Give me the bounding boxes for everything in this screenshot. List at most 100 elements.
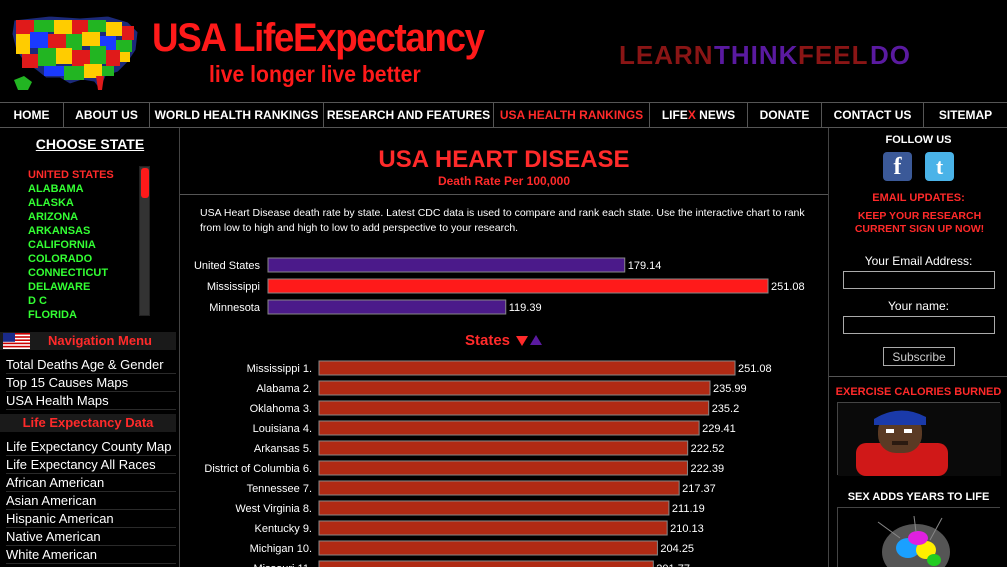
nav-contact-us[interactable]: CONTACT US	[822, 103, 924, 127]
rank-bar[interactable]	[318, 440, 689, 456]
nav-lifex-life: LIFE	[661, 108, 688, 122]
life-expectancy-list: Life Expectancy County Map Life Expectan…	[6, 438, 176, 564]
comparison-value: 119.39	[509, 302, 542, 314]
rank-value: 217.37	[682, 483, 716, 495]
rank-label: West Virginia 8.	[235, 503, 312, 515]
rank-value: 222.52	[691, 443, 725, 455]
motto-feel: FEEL	[798, 40, 869, 70]
site-title[interactable]: USA LifeExpectancy	[152, 16, 485, 60]
state-item[interactable]: UNITED STATES	[28, 169, 114, 181]
left-sidebar: CHOOSE STATE UNITED STATES ALABAMA ALASK…	[0, 128, 180, 567]
nav-lifex-news[interactable]: LIFEX NEWS	[650, 103, 748, 127]
rank-label: Alabama 2.	[256, 383, 312, 395]
title-divider	[180, 194, 828, 195]
scrollbar-thumb[interactable]	[141, 168, 149, 198]
rank-bar[interactable]	[318, 380, 711, 396]
rank-bar[interactable]	[318, 520, 668, 536]
menu-item[interactable]: Life Expectancy County Map	[6, 438, 176, 456]
twitter-icon[interactable]: t	[925, 152, 954, 181]
comparison-bar[interactable]	[267, 278, 769, 294]
menu-item[interactable]: African American	[6, 474, 176, 492]
rank-bar[interactable]	[318, 480, 680, 496]
nav-donate[interactable]: DONATE	[748, 103, 822, 127]
heart-disease-chart[interactable]: United States 179.14 Mississippi 251.08 Minn…	[180, 252, 828, 567]
motto-learn: LEARN	[619, 40, 714, 70]
follow-us-heading: FOLLOW US	[885, 134, 952, 146]
state-item[interactable]: FLORIDA	[28, 309, 77, 321]
rank-label: Oklahoma 3.	[250, 403, 312, 415]
nav-usa-health-rankings[interactable]: USA HEALTH RANKINGS	[494, 103, 650, 127]
nav-about-us[interactable]: ABOUT US	[64, 103, 150, 127]
state-item[interactable]: COLORADO	[28, 253, 93, 265]
name-input[interactable]	[843, 316, 995, 334]
rank-bar[interactable]	[318, 560, 654, 567]
nav-home[interactable]: HOME	[0, 103, 64, 127]
exercise-calories-heading: EXERCISE CALORIES BURNED	[835, 386, 1002, 398]
menu-item[interactable]: USA Health Maps	[6, 392, 176, 410]
header: USA LifeExpectancy live longer live bett…	[0, 0, 1007, 102]
nav-lifex-x: X	[687, 108, 696, 122]
rank-value: 204.25	[660, 543, 694, 555]
menu-item[interactable]: White American	[6, 546, 176, 564]
navigation-menu-heading: Navigation Menu	[0, 332, 176, 350]
nav-world-health-rankings[interactable]: WORLD HEALTH RANKINGS	[150, 103, 324, 127]
state-item[interactable]: ARIZONA	[28, 211, 79, 223]
subscribe-button[interactable]: Subscribe	[883, 347, 955, 366]
rank-value: 251.08	[738, 363, 772, 375]
menu-item[interactable]: Hispanic American	[6, 510, 176, 528]
us-flag-icon	[3, 333, 30, 349]
menu-item[interactable]: Top 15 Causes Maps	[6, 374, 176, 392]
menu-item[interactable]: Asian American	[6, 492, 176, 510]
state-list-scrollbar[interactable]	[139, 166, 150, 316]
rank-label: Louisiana 4.	[253, 423, 312, 435]
state-item[interactable]: CONNECTICUT	[28, 267, 109, 279]
rank-bar[interactable]	[318, 460, 688, 476]
rank-label: Missouri 11.	[254, 563, 312, 567]
sort-ascending-icon[interactable]	[530, 335, 542, 345]
email-label: Your Email Address:	[864, 254, 973, 268]
comparison-label: Minnesota	[209, 302, 261, 314]
right-divider	[829, 376, 1007, 377]
menu-item[interactable]: Total Deaths Age & Gender	[6, 356, 176, 374]
page-subtitle: Death Rate Per 100,000	[437, 174, 571, 188]
comparison-bar[interactable]	[267, 299, 507, 315]
comparison-bar[interactable]	[267, 257, 626, 273]
navigation-menu-list: Total Deaths Age & Gender Top 15 Causes …	[6, 356, 176, 410]
main-content: USA HEART DISEASE Death Rate Per 100,000…	[180, 128, 828, 567]
rank-bar[interactable]	[318, 500, 670, 516]
state-item[interactable]: CALIFORNIA	[28, 239, 96, 251]
rank-value: 201.77	[656, 563, 690, 567]
motto-do: DO	[870, 40, 911, 70]
sex-adds-years-heading: SEX ADDS YEARS TO LIFE	[847, 491, 990, 503]
state-item[interactable]: DELAWARE	[28, 281, 91, 293]
state-list[interactable]: UNITED STATES ALABAMA ALASKA ARIZONA ARK…	[28, 168, 138, 322]
nav-research-and-features[interactable]: RESEARCH AND FEATURES	[324, 103, 494, 127]
rank-bar[interactable]	[318, 360, 736, 376]
state-item[interactable]: ALABAMA	[28, 183, 84, 195]
state-item[interactable]: ALASKA	[28, 197, 74, 209]
email-input[interactable]	[843, 271, 995, 289]
state-item[interactable]: ARKANSAS	[28, 225, 91, 237]
rank-value: 211.19	[672, 503, 705, 515]
page-title: USA HEART DISEASE	[378, 146, 630, 173]
usa-map-logo[interactable]	[10, 10, 142, 96]
rank-value: 222.39	[690, 463, 724, 475]
rank-bar[interactable]	[318, 400, 710, 416]
brain-promo-image[interactable]	[837, 507, 1001, 567]
rank-bar[interactable]	[318, 420, 700, 436]
menu-item[interactable]: Life Expectancy All Races	[6, 456, 176, 474]
sort-descending-icon[interactable]	[516, 336, 528, 346]
rank-bar[interactable]	[318, 540, 658, 556]
rank-label: Tennessee 7.	[247, 483, 312, 495]
menu-item[interactable]: Native American	[6, 528, 176, 546]
email-updates-heading: EMAIL UPDATES:	[872, 192, 965, 204]
nav-sitemap[interactable]: SITEMAP	[938, 108, 993, 122]
exercise-promo-image[interactable]	[837, 402, 1001, 476]
rank-value: 235.99	[713, 383, 747, 395]
state-item[interactable]: D C	[28, 295, 47, 307]
facebook-icon[interactable]: f	[883, 152, 912, 181]
comparison-label: United States	[194, 260, 261, 272]
rank-label: Mississippi 1.	[247, 363, 312, 375]
comparison-label: Mississippi	[207, 281, 260, 293]
